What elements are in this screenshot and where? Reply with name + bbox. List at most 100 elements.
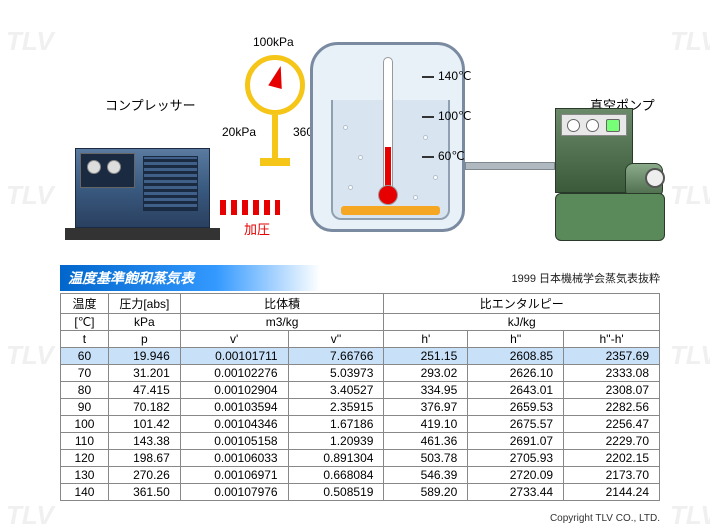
table-cell: 2659.53	[468, 399, 564, 416]
table-cell: 0.00105158	[180, 433, 288, 450]
table-cell: 546.39	[384, 467, 468, 484]
table-cell: 0.00103594	[180, 399, 288, 416]
table-cell: 1.20939	[288, 433, 384, 450]
table-cell: 419.10	[384, 416, 468, 433]
table-cell: 293.02	[384, 365, 468, 382]
gauge-tee	[260, 158, 290, 166]
table-cell: 130	[61, 467, 109, 484]
table-header-unit: m3/kg	[180, 314, 384, 331]
table-cell: 80	[61, 382, 109, 399]
table-cell: 2733.44	[468, 484, 564, 501]
table-header-symbol: v'	[180, 331, 288, 348]
gauge-left-label: 20kPa	[222, 125, 256, 139]
table-header-unit: kPa	[108, 314, 180, 331]
table-header-symbol: h''-h'	[564, 331, 660, 348]
table-header-unit: kJ/kg	[384, 314, 660, 331]
table-cell: 0.00102904	[180, 382, 288, 399]
table-cell: 0.00104346	[180, 416, 288, 433]
table-header-symbol: h'	[384, 331, 468, 348]
table-cell: 60	[61, 348, 109, 365]
pressurize-pipe	[220, 200, 280, 215]
table-row: 8047.4150.001029043.40527334.952643.0123…	[61, 382, 660, 399]
table-row: 110143.380.001051581.20939461.362691.072…	[61, 433, 660, 450]
table-cell: 70.182	[108, 399, 180, 416]
table-cell: 47.415	[108, 382, 180, 399]
gauge-top-label: 100kPa	[253, 35, 294, 49]
table-header-symbol: t	[61, 331, 109, 348]
pressurize-label: 加圧	[244, 219, 270, 238]
pipe-segment	[465, 162, 555, 170]
compressor-graphic	[65, 148, 220, 243]
table-header: 比体積	[180, 294, 384, 314]
table-header-symbol: p	[108, 331, 180, 348]
table-cell: 90	[61, 399, 109, 416]
table-cell: 2282.56	[564, 399, 660, 416]
table-cell: 7.66766	[288, 348, 384, 365]
table-cell: 2.35915	[288, 399, 384, 416]
table-cell: 2202.15	[564, 450, 660, 467]
table-cell: 140	[61, 484, 109, 501]
watermark: TLV	[670, 340, 710, 371]
table-cell: 2691.07	[468, 433, 564, 450]
table-cell: 270.26	[108, 467, 180, 484]
table-row: 7031.2010.001022765.03973293.022626.1023…	[61, 365, 660, 382]
table-cell: 2675.57	[468, 416, 564, 433]
table-cell: 2608.85	[468, 348, 564, 365]
table-row: 130270.260.001069710.668084546.392720.09…	[61, 467, 660, 484]
table-cell: 5.03973	[288, 365, 384, 382]
table-cell: 2705.93	[468, 450, 564, 467]
saturation-table: 温度圧力[abs]比体積比エンタルピー[℃]kPam3/kgkJ/kgtpv'v…	[60, 293, 660, 501]
watermark: TLV	[670, 500, 710, 531]
table-cell: 2173.70	[564, 467, 660, 484]
thermometer-tick-label: 100℃	[438, 109, 472, 123]
table-cell: 0.891304	[288, 450, 384, 467]
table-cell: 2308.07	[564, 382, 660, 399]
gauge-stem	[272, 115, 278, 160]
table-cell: 2144.24	[564, 484, 660, 501]
table-cell: 120	[61, 450, 109, 467]
table-header-symbol: h''	[468, 331, 564, 348]
table-header-symbol: v''	[288, 331, 384, 348]
table-cell: 0.00102276	[180, 365, 288, 382]
table-cell: 70	[61, 365, 109, 382]
table-cell: 198.67	[108, 450, 180, 467]
table-cell: 2720.09	[468, 467, 564, 484]
table-row: 120198.670.001060330.891304503.782705.93…	[61, 450, 660, 467]
watermark: TLV	[6, 500, 54, 531]
saturation-table-section: 温度基準飽和蒸気表 1999 日本機械学会蒸気表抜粋 温度圧力[abs]比体積比…	[60, 265, 660, 501]
table-cell: 101.42	[108, 416, 180, 433]
table-cell: 0.00107976	[180, 484, 288, 501]
table-row: 140361.500.001079760.508519589.202733.44…	[61, 484, 660, 501]
table-cell: 251.15	[384, 348, 468, 365]
table-cell: 0.668084	[288, 467, 384, 484]
table-cell: 0.00106033	[180, 450, 288, 467]
table-cell: 503.78	[384, 450, 468, 467]
table-cell: 376.97	[384, 399, 468, 416]
table-cell: 2229.70	[564, 433, 660, 450]
thermometer-tick	[422, 76, 434, 78]
table-cell: 461.36	[384, 433, 468, 450]
thermometer-tick-label: 60℃	[438, 149, 465, 163]
table-row: 6019.9460.001017117.66766251.152608.8523…	[61, 348, 660, 365]
table-cell: 0.00106971	[180, 467, 288, 484]
table-cell: 0.00101711	[180, 348, 288, 365]
table-cell: 361.50	[108, 484, 180, 501]
thermometer-tick	[422, 116, 434, 118]
table-cell: 19.946	[108, 348, 180, 365]
table-cell: 589.20	[384, 484, 468, 501]
table-cell: 1.67186	[288, 416, 384, 433]
thermometer-tick	[422, 156, 434, 158]
table-cell: 3.40527	[288, 382, 384, 399]
table-row: 100101.420.001043461.67186419.102675.572…	[61, 416, 660, 433]
table-cell: 143.38	[108, 433, 180, 450]
table-cell: 2256.47	[564, 416, 660, 433]
thermometer-tick-label: 140℃	[438, 69, 472, 83]
table-row: 9070.1820.001035942.35915376.972659.5322…	[61, 399, 660, 416]
table-cell: 110	[61, 433, 109, 450]
table-cell: 2643.01	[468, 382, 564, 399]
table-source: 1999 日本機械学会蒸気表抜粋	[511, 270, 660, 286]
table-cell: 0.508519	[288, 484, 384, 501]
vacuum-pump-graphic	[555, 108, 675, 243]
table-cell: 31.201	[108, 365, 180, 382]
watermark: TLV	[6, 340, 54, 371]
